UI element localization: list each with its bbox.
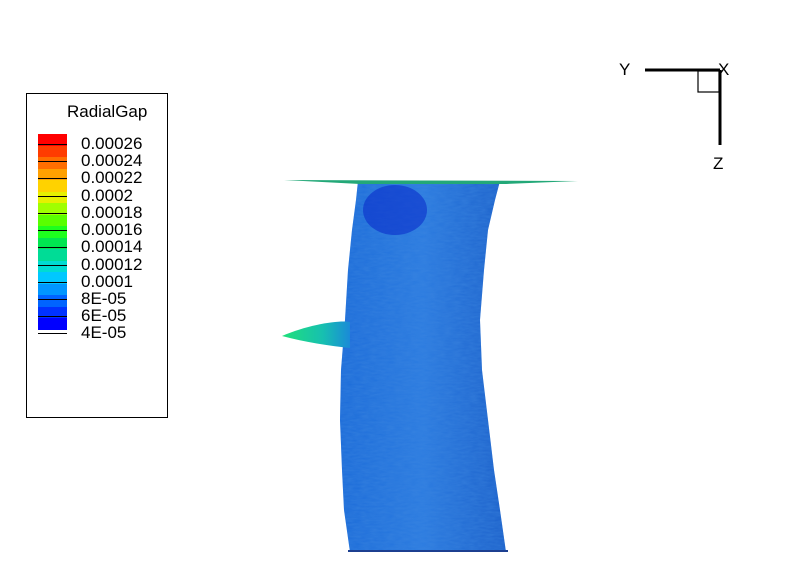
colorbar-swatch (38, 295, 67, 307)
colorbar-tick-line (38, 333, 67, 335)
surface-side-fin (282, 321, 350, 348)
colorbar-swatch (38, 168, 67, 180)
colorbar-swatch (38, 306, 67, 318)
colorbar-swatch (38, 226, 67, 238)
legend-title: RadialGap (67, 102, 148, 121)
x-axis-label: X (718, 60, 730, 79)
colorbar-tick-line (38, 281, 67, 283)
surface-top-fin (284, 180, 578, 184)
x-axis-box (697, 70, 720, 93)
colorbar-tick-label: 0.00016 (81, 220, 143, 240)
colorbar-swatch (38, 260, 67, 272)
colorbar-swatch (38, 237, 67, 249)
colorbar-swatch (38, 134, 67, 146)
colorbar-tick-line (38, 316, 67, 318)
colorbar-swatch (38, 249, 67, 261)
colorbar-tick-label: 0.00026 (81, 134, 143, 153)
colorbar-legend: RadialGap 0.00026 0.00024 0.00022 0.0002 0.0… (26, 93, 168, 418)
y-axis-label: Y (619, 60, 631, 79)
colorbar-tick-label: 8E-05 (81, 289, 127, 309)
colorbar-swatch (38, 203, 67, 215)
colorbar-tick-label: 0.00014 (81, 237, 143, 257)
colorbar-swatch (38, 214, 67, 226)
z-axis-label: Z (713, 154, 724, 173)
colorbar-swatches (38, 134, 67, 330)
colorbar-swatch (38, 272, 67, 284)
colorbar-tick-label: 0.00012 (81, 254, 143, 274)
colorbar-tick-line (38, 247, 67, 249)
colorbar-tick-label: 0.00018 (81, 202, 143, 222)
colorbar-tick-line (38, 161, 67, 163)
colorbar-tick-line (38, 144, 67, 145)
colorbar-tick-line (38, 178, 67, 180)
axes-triad: Y X Z (610, 58, 740, 178)
colorbar-swatch (38, 318, 67, 330)
colorbar-tick-label: 0.00022 (81, 168, 143, 188)
colorbar-tick-line (38, 264, 67, 266)
surface-top-dark-patch (363, 185, 427, 235)
colorbar-tick-label: 0.00024 (81, 151, 143, 171)
colorbar-swatch (38, 180, 67, 192)
colorbar-tick-label: 4E-05 (81, 323, 127, 343)
colorbar-swatch (38, 145, 67, 157)
colorbar-swatch (38, 191, 67, 203)
colorbar-tick-line (38, 230, 67, 232)
colorbar-tick-label: 6E-05 (81, 306, 127, 326)
colorbar-tick-line (38, 299, 67, 301)
surface-texture (340, 181, 506, 552)
colorbar-tick-label: 0.0002 (81, 185, 133, 205)
colorbar-tick-line (38, 212, 67, 214)
surface-plot (282, 180, 578, 552)
colorbar-tick-line (38, 195, 67, 197)
colorbar-tick-label: 0.0001 (81, 271, 133, 291)
colorbar-swatch (38, 283, 67, 295)
colorbar-swatch (38, 157, 67, 169)
axes-triad-lines (645, 68, 722, 145)
